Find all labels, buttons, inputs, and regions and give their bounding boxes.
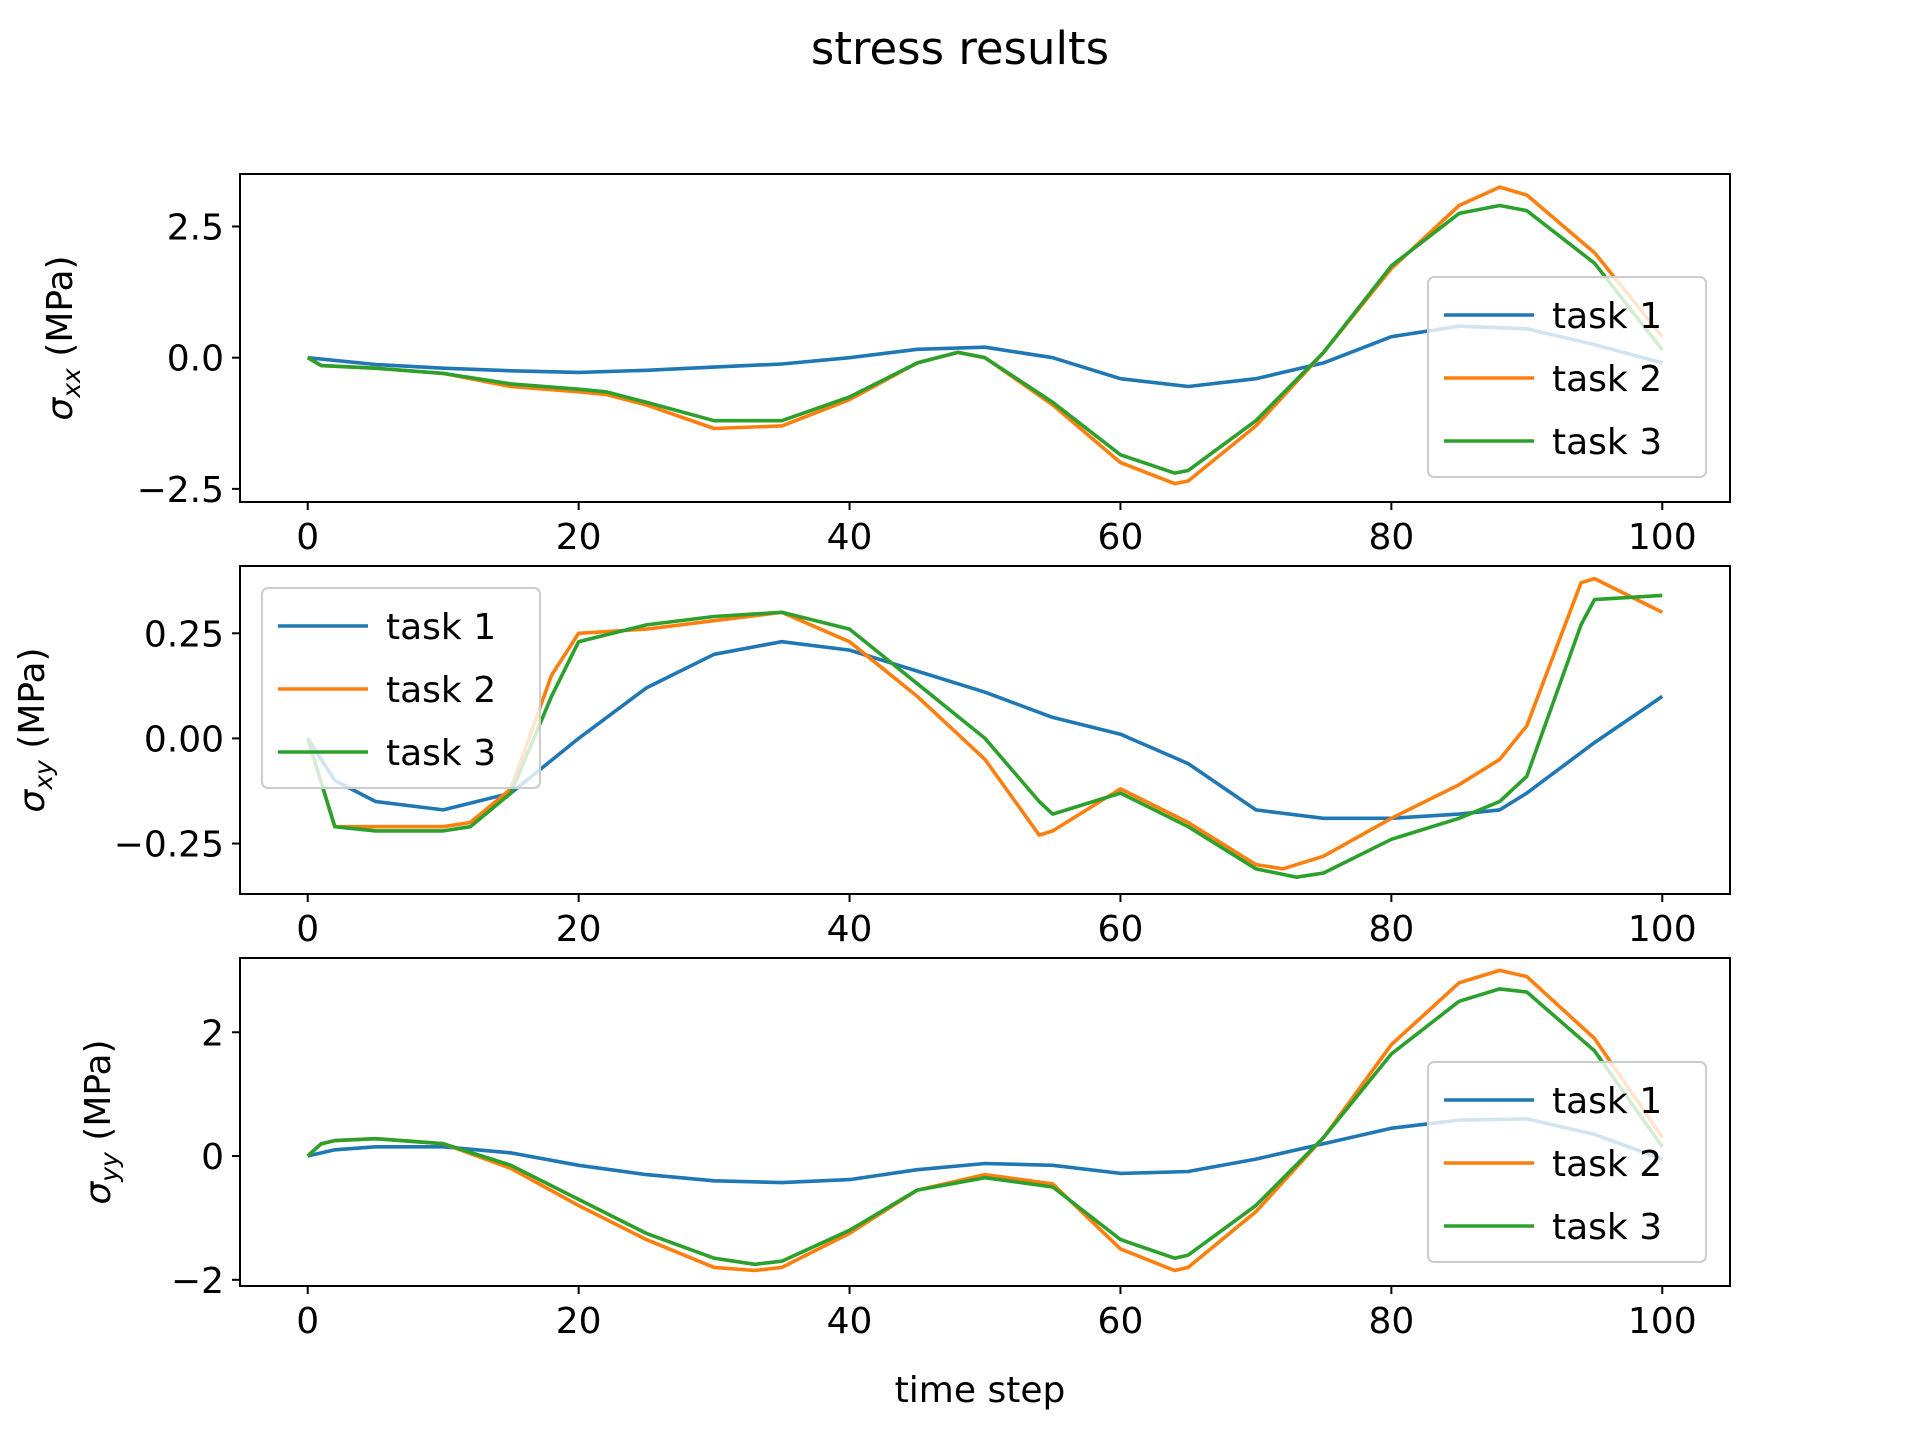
x-tick-label: 40 xyxy=(827,909,873,950)
y-label-symbol: σ xyxy=(12,789,53,813)
legend-label-task-1: task 1 xyxy=(1552,296,1662,337)
legend-label-task-3: task 3 xyxy=(1552,1207,1662,1248)
series-lines xyxy=(306,968,1664,1273)
x-tick-label: 100 xyxy=(1628,517,1697,558)
y-label-unit: (MPa) xyxy=(40,255,81,368)
x-tick-label: 80 xyxy=(1368,1301,1414,1342)
series-line-task-3 xyxy=(306,987,1664,1267)
series-lines xyxy=(305,576,1664,880)
x-tick-label: 40 xyxy=(827,517,873,558)
legend-box xyxy=(261,587,541,789)
x-tick-label: 80 xyxy=(1368,909,1414,950)
y-label-unit: (MPa) xyxy=(12,647,53,760)
y-tick-label: 0 xyxy=(201,1137,224,1178)
x-tick-label: 0 xyxy=(296,909,319,950)
series-line-task-3 xyxy=(305,593,1663,880)
y-label-subscript: xx xyxy=(57,368,86,399)
legend: task 1 task 2 task 3 xyxy=(1427,1061,1707,1263)
x-tick-label: 80 xyxy=(1368,517,1414,558)
x-tick-label: 100 xyxy=(1628,909,1697,950)
x-tick-label: 60 xyxy=(1098,909,1144,950)
axes-frame xyxy=(239,173,1731,503)
y-tick-label: −2 xyxy=(171,1261,224,1302)
y-tick-label: 2.5 xyxy=(167,207,224,248)
x-tick-label: 60 xyxy=(1098,517,1144,558)
legend-label-task-2: task 2 xyxy=(1552,359,1662,400)
legend-label-task-2: task 2 xyxy=(386,670,496,711)
x-tick-label: 40 xyxy=(827,1301,873,1342)
x-tick-label: 0 xyxy=(296,1301,319,1342)
y-tick-label: 0.25 xyxy=(144,614,224,655)
y-axis-label: σyy (MPa) xyxy=(78,1039,124,1204)
x-tick-label: 0 xyxy=(296,517,319,558)
y-axis-label: σxx (MPa) xyxy=(40,255,86,420)
y-tick-label: −2.5 xyxy=(137,470,224,511)
y-tick-label: 0.0 xyxy=(167,339,224,380)
subplot-xy: 0 20 40 60 80 100 0.25 0.00 −0.25 σxy (MPa) task 1… xyxy=(12,565,1731,950)
x-axis-label: time step xyxy=(895,1370,1066,1411)
y-label-subscript: xy xyxy=(29,759,58,791)
series-line-task-1 xyxy=(307,1117,1663,1185)
legend-label-task-2: task 2 xyxy=(1552,1144,1662,1185)
axes-frame xyxy=(239,565,1731,895)
legend-box xyxy=(1427,1061,1707,1263)
series-line-task-3 xyxy=(306,203,1664,475)
x-tick-label: 20 xyxy=(556,909,602,950)
y-axis-label: σxy (MPa) xyxy=(12,647,58,812)
y-label-subscript: yy xyxy=(95,1151,124,1183)
legend-label-task-3: task 3 xyxy=(1552,422,1662,463)
legend-label-task-1: task 1 xyxy=(1552,1081,1662,1122)
y-label-unit: (MPa) xyxy=(78,1039,119,1152)
x-tick-label: 20 xyxy=(556,1301,602,1342)
y-tick-label: 2 xyxy=(201,1013,224,1054)
x-tick-label: 60 xyxy=(1098,1301,1144,1342)
y-tick-label: −0.25 xyxy=(114,825,224,866)
y-tick-label: 0.00 xyxy=(144,719,224,760)
axes-frame xyxy=(239,957,1731,1287)
legend: task 1 task 2 task 3 xyxy=(261,587,541,789)
series-line-task-2 xyxy=(305,576,1664,871)
y-label-symbol: σ xyxy=(40,397,81,421)
legend-label-task-1: task 1 xyxy=(386,607,496,648)
figure-title: stress results xyxy=(811,22,1109,75)
legend: task 1 task 2 task 3 xyxy=(1427,276,1707,478)
x-tick-label: 20 xyxy=(556,517,602,558)
legend-box xyxy=(1427,276,1707,478)
x-tick-label: 100 xyxy=(1628,1301,1697,1342)
legend-label-task-3: task 3 xyxy=(386,733,496,774)
y-label-symbol: σ xyxy=(78,1181,119,1205)
